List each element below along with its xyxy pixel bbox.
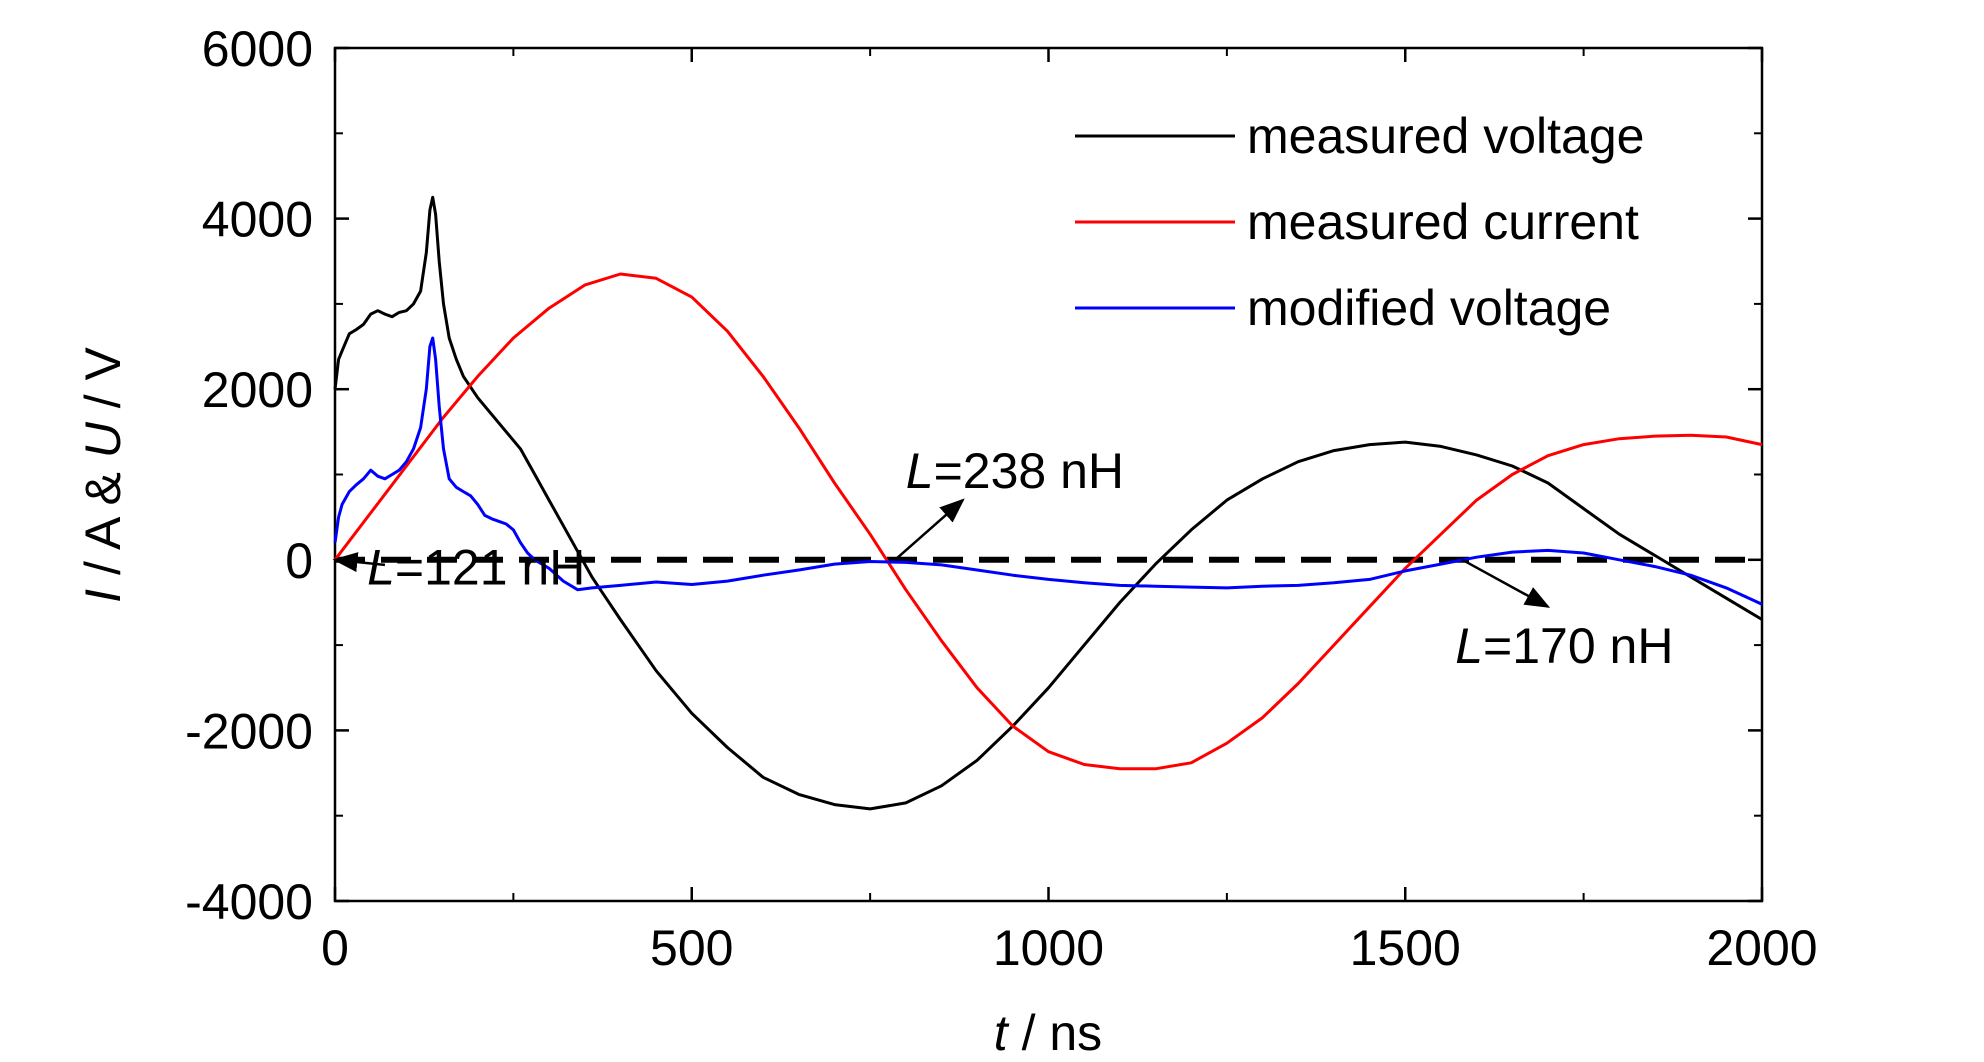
y-axis-label-var1: I	[75, 589, 131, 603]
y-tick-label: -4000	[185, 874, 313, 930]
x-axis-label-var: t	[994, 1005, 1010, 1061]
x-tick-label: 1500	[1350, 920, 1461, 976]
legend-label: modified voltage	[1247, 280, 1611, 336]
x-tick-label: 2000	[1706, 920, 1817, 976]
annotation-label: L=121 nH	[367, 540, 585, 596]
y-tick-label: 6000	[202, 21, 313, 77]
legend: measured voltage measured current modified…	[1075, 108, 1644, 336]
x-tick-label: 500	[650, 920, 733, 976]
y-axis-label: I / A & U / V	[75, 347, 131, 603]
series-layer	[333, 195, 1763, 811]
x-tick-label: 1000	[993, 920, 1104, 976]
tick-labels: 0 500 1000 1500 2000 -4000 -2000 0 2000 4000 6000	[185, 21, 1818, 976]
x-axis-label: t / ns	[994, 1005, 1102, 1061]
annotation-arrow	[332, 552, 386, 573]
x-axis-label-unit: / ns	[1008, 1005, 1102, 1061]
annotation-arrow	[1461, 558, 1551, 608]
legend-label: measured voltage	[1247, 108, 1644, 164]
y-tick-label: 2000	[202, 362, 313, 418]
y-tick-label: 0	[285, 533, 313, 589]
y-tick-label: -2000	[185, 703, 313, 759]
annotation-label: L=238 nH	[906, 443, 1124, 499]
annotation-layer: L=121 nH L=238 nH L=170 nH	[332, 443, 1673, 674]
y-tick-label: 4000	[202, 192, 313, 248]
y-axis-label-mid1: / A &	[75, 458, 131, 589]
annotation-label: L=170 nH	[1455, 618, 1673, 674]
series-line-modified-voltage	[333, 336, 1763, 606]
axes-ticks	[333, 46, 1764, 903]
y-axis-label-mid2: / V	[75, 347, 131, 423]
x-tick-label: 0	[321, 920, 349, 976]
series-line-measured-voltage	[333, 195, 1763, 811]
legend-label: measured current	[1247, 194, 1639, 250]
series-line-measured-current	[333, 272, 1763, 771]
y-axis-label-var2: U	[75, 421, 131, 458]
annotation-arrow	[894, 498, 965, 561]
